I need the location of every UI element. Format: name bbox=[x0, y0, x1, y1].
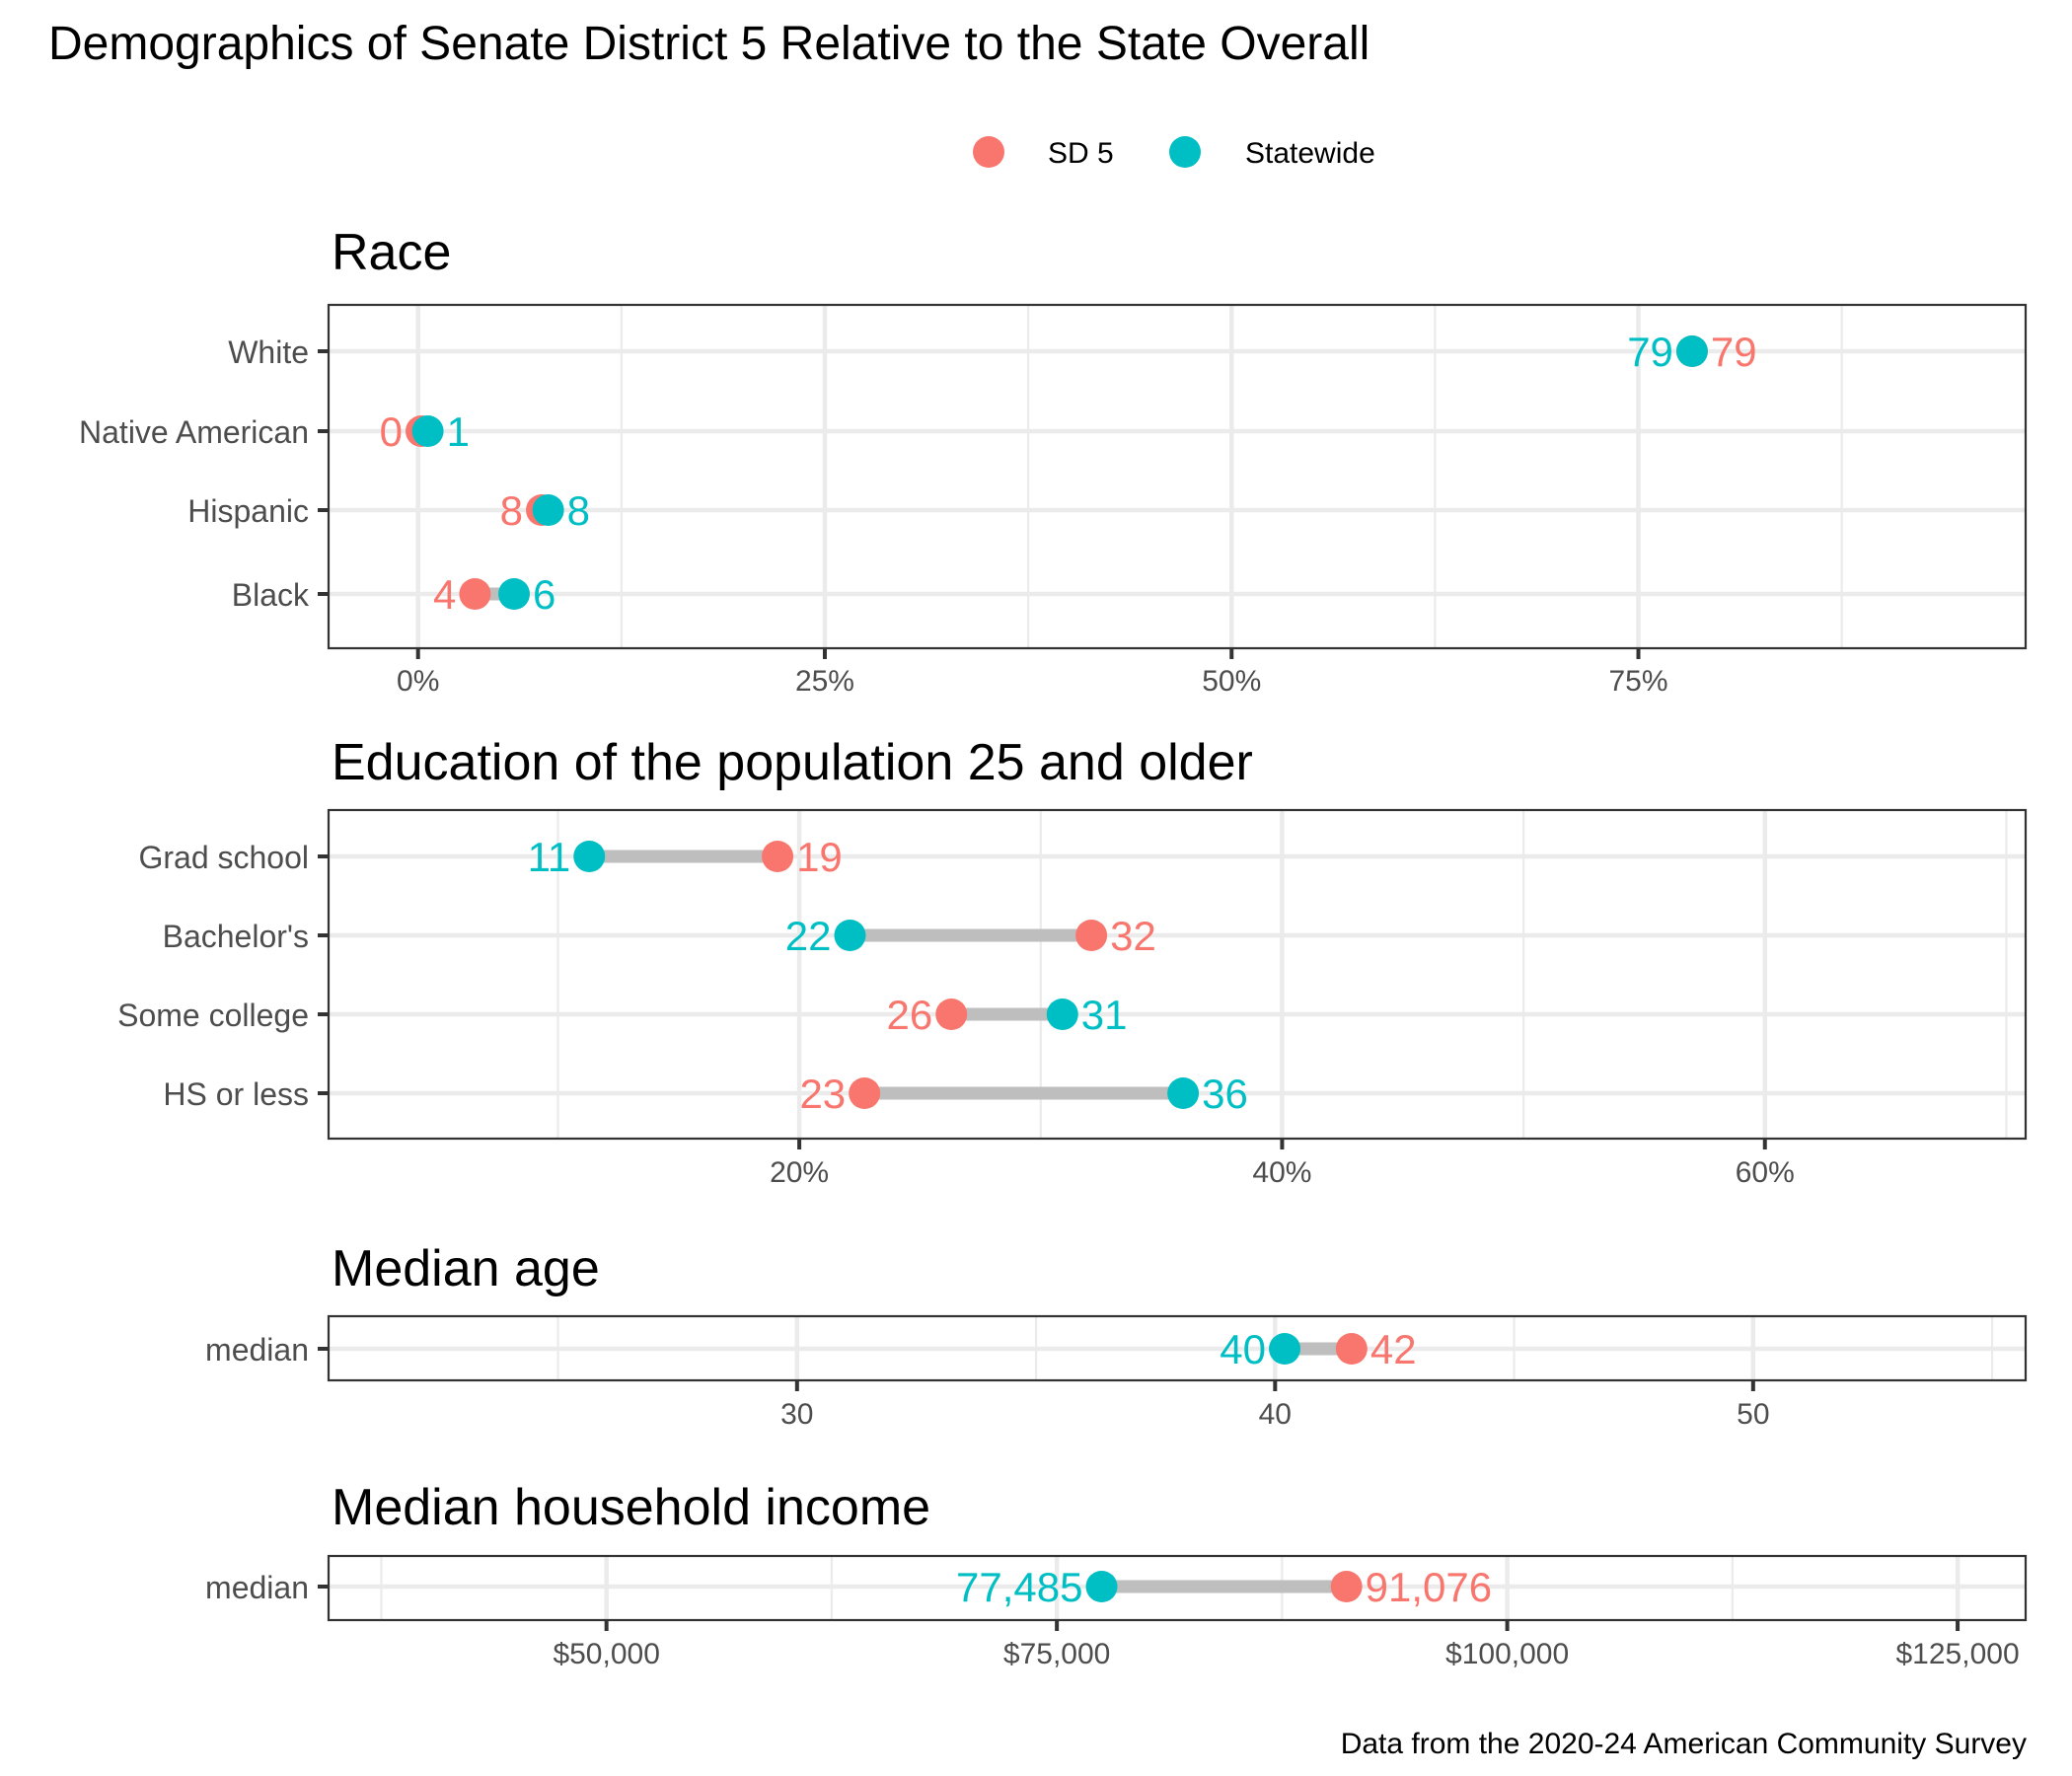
y-tick-label: Some college bbox=[117, 998, 309, 1033]
data-label-sd5: 42 bbox=[1370, 1326, 1417, 1372]
panel-title-income: Median household income bbox=[332, 1479, 930, 1536]
legend: SD 5 Statewide bbox=[973, 136, 1375, 170]
point-sd5 bbox=[1075, 920, 1108, 951]
legend-statewide-swatch bbox=[1169, 136, 1201, 168]
data-label-statewide: 31 bbox=[1081, 992, 1128, 1038]
data-label-sd5: 8 bbox=[500, 487, 523, 534]
panels: Race White Native American Hispanic Black 79 7… bbox=[79, 224, 2028, 1670]
data-label-sd5: 26 bbox=[887, 992, 933, 1038]
panel-title-race: Race bbox=[332, 224, 451, 281]
x-tick-label: 40% bbox=[1252, 1156, 1311, 1189]
y-tick-label: Grad school bbox=[138, 840, 309, 875]
y-tick-label: median bbox=[205, 1332, 309, 1368]
data-label-sd5: 23 bbox=[799, 1071, 846, 1117]
point-sd5 bbox=[1330, 1571, 1363, 1602]
y-tick-label: Bachelor's bbox=[163, 919, 309, 954]
data-label-sd5: 0 bbox=[380, 408, 403, 455]
data-label-sd5: 4 bbox=[433, 571, 456, 618]
panel-title-education: Education of the population 25 and older bbox=[332, 734, 1253, 791]
y-tick-label: Hispanic bbox=[187, 493, 309, 529]
x-tick-label: $75,000 bbox=[1003, 1638, 1110, 1670]
x-tick-label: 50 bbox=[1737, 1398, 1769, 1431]
y-tick-label: Black bbox=[232, 577, 310, 613]
panel-race: Race White Native American Hispanic Black 79 7… bbox=[79, 224, 2028, 698]
data-label-statewide: 36 bbox=[1202, 1071, 1248, 1117]
data-label-sd5: 91,076 bbox=[1366, 1564, 1492, 1610]
data-label-statewide: 1 bbox=[447, 408, 470, 455]
point-statewide bbox=[573, 841, 606, 872]
point-sd5 bbox=[935, 999, 968, 1030]
point-sd5 bbox=[762, 841, 794, 872]
panel-title-age: Median age bbox=[332, 1240, 600, 1297]
point-statewide bbox=[1167, 1077, 1200, 1109]
data-label-statewide: 22 bbox=[785, 913, 832, 959]
x-tick-label: 0% bbox=[397, 665, 439, 698]
point-statewide bbox=[834, 920, 866, 951]
point-statewide bbox=[1085, 1571, 1118, 1602]
x-tick-label: 20% bbox=[770, 1156, 829, 1189]
panel-background bbox=[329, 305, 2026, 648]
point-sd5 bbox=[849, 1077, 881, 1109]
x-tick-label: $125,000 bbox=[1896, 1638, 2020, 1670]
x-tick-label: 25% bbox=[795, 665, 854, 698]
x-tick-label: 30 bbox=[780, 1398, 813, 1431]
y-tick-label: median bbox=[205, 1570, 309, 1605]
legend-sd5-label: SD 5 bbox=[1048, 137, 1114, 170]
panel-border bbox=[327, 808, 2028, 1141]
point-statewide bbox=[497, 578, 530, 610]
chart-caption: Data from the 2020-24 American Community… bbox=[1341, 1728, 2027, 1760]
data-label-statewide: 40 bbox=[1220, 1326, 1266, 1372]
legend-sd5-swatch bbox=[973, 136, 1004, 168]
point-sd5 bbox=[459, 578, 491, 610]
x-tick-label: 50% bbox=[1202, 665, 1261, 698]
point-statewide bbox=[1675, 335, 1708, 367]
x-tick-label: $50,000 bbox=[553, 1638, 659, 1670]
point-statewide bbox=[1046, 999, 1078, 1030]
data-label-statewide: 79 bbox=[1627, 329, 1673, 375]
panel-border bbox=[327, 1314, 2028, 1382]
data-label-sd5: 32 bbox=[1110, 913, 1156, 959]
panel-border bbox=[327, 1554, 2028, 1622]
data-label-statewide: 11 bbox=[528, 834, 571, 880]
data-label-statewide: 8 bbox=[567, 487, 590, 534]
x-tick-label: 60% bbox=[1736, 1156, 1795, 1189]
y-tick-label: Native American bbox=[79, 414, 309, 450]
data-label-sd5: 19 bbox=[796, 834, 843, 880]
point-statewide bbox=[532, 494, 564, 526]
x-tick-label: 75% bbox=[1608, 665, 1667, 698]
panel-age: Median age median 42 40 30 40 50 bbox=[205, 1240, 2028, 1431]
x-tick-label: $100,000 bbox=[1445, 1638, 1569, 1670]
point-statewide bbox=[411, 415, 444, 447]
data-label-statewide: 6 bbox=[533, 571, 555, 618]
y-tick-label: HS or less bbox=[163, 1076, 309, 1112]
panel-border bbox=[327, 303, 2028, 650]
legend-statewide-label: Statewide bbox=[1245, 137, 1375, 170]
y-tick-label: White bbox=[228, 334, 309, 370]
data-label-sd5: 79 bbox=[1711, 329, 1757, 375]
point-statewide bbox=[1269, 1333, 1301, 1365]
x-tick-label: 40 bbox=[1259, 1398, 1292, 1431]
panel-education: Education of the population 25 and older… bbox=[117, 734, 2028, 1189]
panel-income: Median household income median 91,076 77,48… bbox=[205, 1479, 2028, 1670]
point-sd5 bbox=[1335, 1333, 1368, 1365]
data-label-statewide: 77,485 bbox=[956, 1564, 1082, 1610]
chart-title: Demographics of Senate District 5 Relati… bbox=[48, 18, 1369, 70]
